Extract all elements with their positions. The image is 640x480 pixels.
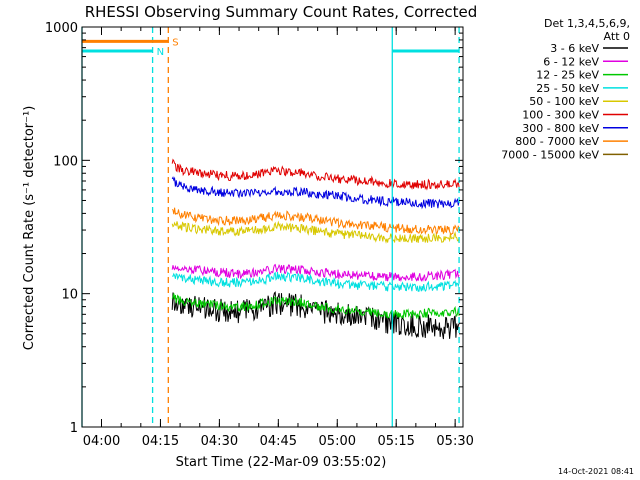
legend-label: 100 - 300 keV [522, 109, 599, 122]
series-line [171, 158, 460, 191]
x-tick-label: 04:15 [142, 434, 179, 449]
series-line [171, 220, 460, 244]
legend-header-line-1: Det 1,3,4,5,6,9, [544, 17, 630, 30]
plot-frame [81, 26, 464, 428]
y-tick-label: 1 [70, 421, 78, 436]
legend-label: 800 - 7000 keV [515, 135, 599, 148]
legend-label: 3 - 6 keV [550, 42, 599, 55]
y-axis-label: Corrected Count Rate (s⁻¹ detector⁻¹) [22, 106, 37, 351]
series-line [171, 263, 460, 282]
chart-title: RHESSI Observing Summary Count Rates, Co… [85, 3, 478, 21]
y-tick-label: 10 [61, 288, 78, 303]
x-tick-label: 05:15 [377, 434, 414, 449]
series-line [171, 293, 460, 320]
series-line [171, 176, 460, 210]
series-line [171, 207, 460, 236]
axes-layer: 1 10 100 1000 04:00 04:15 04:30 04:45 05:00 05:15… [45, 21, 474, 449]
y-tick-label: 100 [53, 154, 78, 169]
x-axis-label: Start Time (22-Mar-09 03:55:02) [176, 455, 387, 470]
y-tick-label: 1000 [45, 21, 78, 36]
flag-label: S [172, 37, 178, 48]
legend-label: 6 - 12 keV [543, 55, 599, 68]
legend-label: 7000 - 15000 keV [501, 148, 599, 161]
legend-header-line-2: Att 0 [604, 30, 630, 43]
x-tick-label: 04:00 [83, 434, 120, 449]
flag-label: N [157, 47, 164, 58]
legend-label: 50 - 100 keV [529, 95, 599, 108]
footer-timestamp: 14-Oct-2021 08:41 [558, 467, 634, 476]
x-tick-label: 05:00 [319, 434, 356, 449]
series-layer [171, 158, 460, 340]
series-line [171, 271, 460, 293]
legend-label: 25 - 50 keV [536, 82, 599, 95]
x-tick-label: 05:30 [436, 434, 473, 449]
x-tick-label: 04:30 [201, 434, 238, 449]
legend-label: 12 - 25 keV [536, 69, 599, 82]
x-tick-label: 04:45 [260, 434, 297, 449]
series-line [171, 291, 460, 340]
legend-label: 300 - 800 keV [522, 122, 599, 135]
